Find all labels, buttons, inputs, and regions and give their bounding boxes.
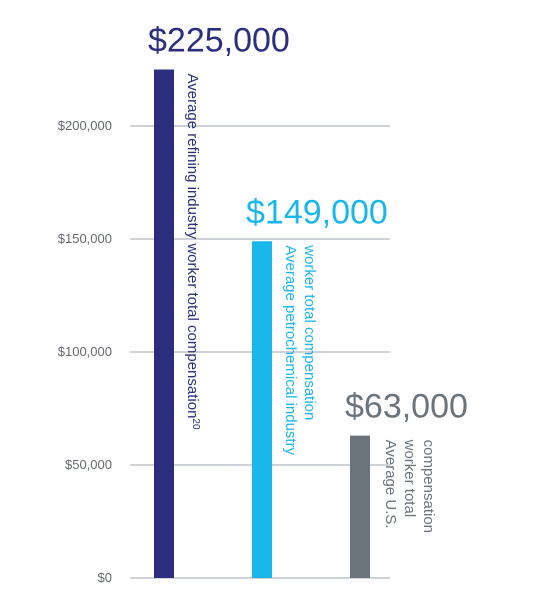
- bar: [252, 241, 272, 578]
- y-tick-label: $200,000: [58, 118, 112, 133]
- bar: [350, 435, 370, 578]
- y-axis-ticks: $0 $50,000 $100,000 $150,000 $200,000: [58, 118, 112, 585]
- y-tick-label: $100,000: [58, 344, 112, 359]
- bars: [154, 69, 370, 578]
- bar-value-label: $225,000: [148, 22, 290, 60]
- y-tick-label: $0: [98, 570, 112, 585]
- bar-caption: worker total compensation: [301, 244, 318, 420]
- bar-caption: Average refining industry worker total c…: [184, 74, 201, 430]
- bar-caption-text: Average refining industry worker total c…: [184, 74, 201, 419]
- bar-caption-text: Average petrochemical industry: [282, 245, 299, 455]
- bar: [154, 69, 174, 578]
- bar-value-label: $149,000: [246, 193, 388, 231]
- bar-caption-text: compensation: [420, 440, 437, 533]
- bar-caption: Average petrochemical industry: [282, 245, 299, 455]
- bar-value-label: $63,000: [345, 388, 468, 426]
- y-tick-label: $150,000: [58, 231, 112, 246]
- bar-caption: compensation: [420, 440, 437, 533]
- bar-caption: worker total: [401, 439, 418, 518]
- bar-caption-text: worker total: [401, 439, 418, 518]
- y-tick-label: $50,000: [65, 457, 112, 472]
- bar-caption-text: Average U.S.: [382, 440, 399, 529]
- bar-caption-text: worker total compensation: [301, 244, 318, 420]
- bar-labels: $225,000 Average refining industry worker…: [148, 22, 468, 534]
- bar-caption: Average U.S.: [382, 440, 399, 529]
- footnote-marker: 20: [190, 418, 201, 430]
